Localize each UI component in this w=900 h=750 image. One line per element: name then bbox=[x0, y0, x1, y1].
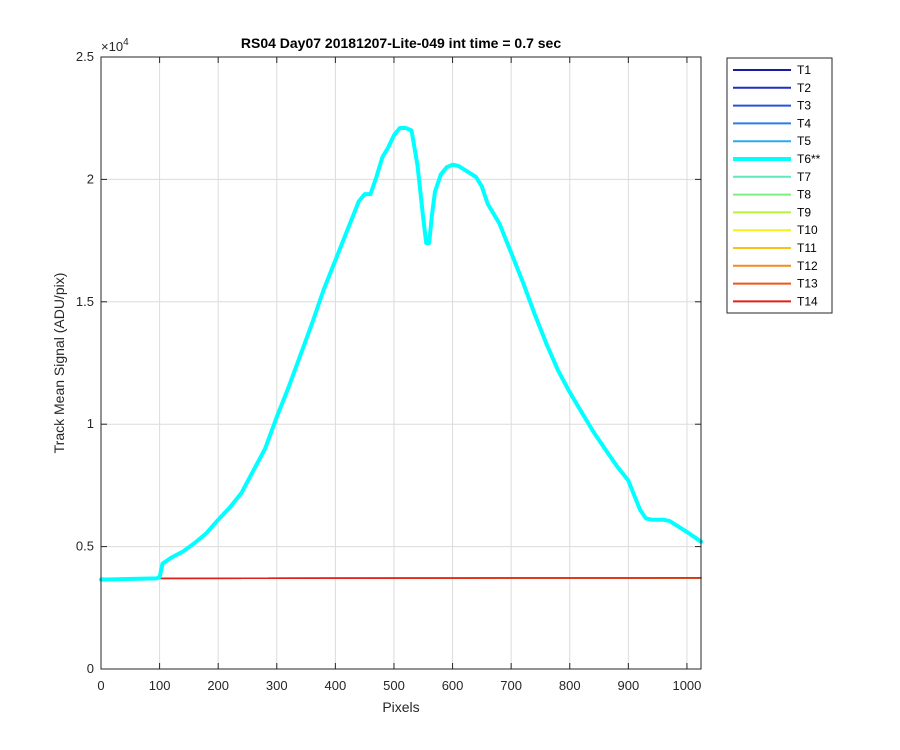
y-tick-label: 0.5 bbox=[76, 539, 94, 554]
legend-label: T4 bbox=[797, 116, 811, 130]
legend-label: T2 bbox=[797, 81, 811, 95]
legend-items: T1 T2 T3 T4 T5 T6** T7 T8 T9 T10 T11 T12 T13 T14 bbox=[733, 63, 821, 308]
legend-label: T5 bbox=[797, 134, 811, 148]
legend-label: T8 bbox=[797, 188, 811, 202]
plot-frame bbox=[100, 56, 702, 670]
y-tick-label: 2.5 bbox=[76, 49, 94, 64]
x-tick-label: 700 bbox=[500, 678, 522, 693]
series-line-t6 bbox=[99, 126, 703, 582]
x-tick-label: 100 bbox=[149, 678, 171, 693]
legend-label: T7 bbox=[797, 170, 811, 184]
x-tick-label: 0 bbox=[97, 678, 104, 693]
y-tick-label: 1.5 bbox=[76, 294, 94, 309]
chart-title: RS04 Day07 20181207-Lite-049 int time = … bbox=[241, 35, 561, 51]
x-tick-label: 1000 bbox=[672, 678, 701, 693]
legend-label: T14 bbox=[797, 294, 818, 308]
x-tick-label: 600 bbox=[442, 678, 464, 693]
x-tick-label: 800 bbox=[559, 678, 581, 693]
legend-box bbox=[726, 57, 833, 314]
series-layer bbox=[99, 126, 703, 582]
y-tick-label: 0 bbox=[87, 661, 94, 676]
series-line-t14 bbox=[100, 577, 702, 580]
y-tick-label: 1 bbox=[87, 416, 94, 431]
x-tick-label: 300 bbox=[266, 678, 288, 693]
legend-label: T1 bbox=[797, 63, 811, 77]
legend-label: T3 bbox=[797, 99, 811, 113]
tick-layer: 0 100 200 300 400 500 600 700 800 900 1000 0 0.5 1 1.5… bbox=[76, 49, 701, 693]
legend-label: T9 bbox=[797, 205, 811, 219]
x-tick-label: 400 bbox=[325, 678, 347, 693]
legend-label: T6** bbox=[797, 152, 821, 166]
legend-label: T12 bbox=[797, 259, 818, 273]
y-axis-label: Track Mean Signal (ADU/pix) bbox=[51, 273, 67, 454]
legend: T1 T2 T3 T4 T5 T6** T7 T8 T9 T10 T11 T12 T13 T14 bbox=[726, 57, 833, 314]
y-exponent-label: ×104 bbox=[101, 37, 129, 54]
x-tick-label: 500 bbox=[383, 678, 405, 693]
legend-label: T11 bbox=[797, 241, 817, 255]
legend-label: T13 bbox=[797, 277, 818, 291]
grid-layer bbox=[100, 56, 701, 670]
x-tick-label: 200 bbox=[207, 678, 229, 693]
y-tick-label: 2 bbox=[87, 171, 94, 186]
x-axis-label: Pixels bbox=[382, 699, 419, 715]
x-tick-label: 900 bbox=[617, 678, 639, 693]
legend-label: T10 bbox=[797, 223, 818, 237]
